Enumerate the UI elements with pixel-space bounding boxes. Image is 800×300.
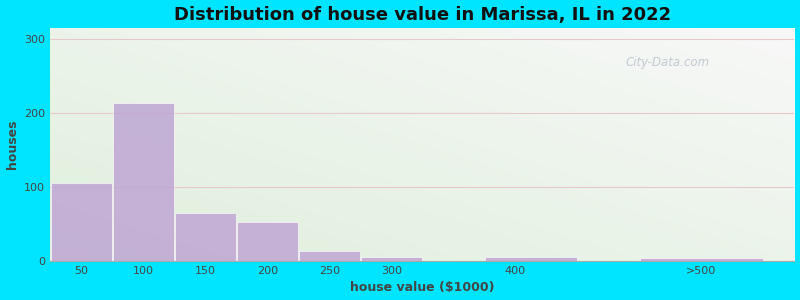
Bar	[640, 258, 763, 261]
Bar	[174, 213, 235, 261]
Bar	[237, 222, 298, 261]
Bar	[50, 183, 111, 261]
Bar	[361, 257, 422, 261]
Y-axis label: houses: houses	[6, 120, 18, 169]
Bar	[113, 103, 174, 261]
X-axis label: house value ($1000): house value ($1000)	[350, 281, 494, 294]
Text: City-Data.com: City-Data.com	[626, 56, 710, 69]
Bar	[485, 257, 577, 261]
Title: Distribution of house value in Marissa, IL in 2022: Distribution of house value in Marissa, …	[174, 6, 671, 24]
Bar	[299, 251, 360, 261]
